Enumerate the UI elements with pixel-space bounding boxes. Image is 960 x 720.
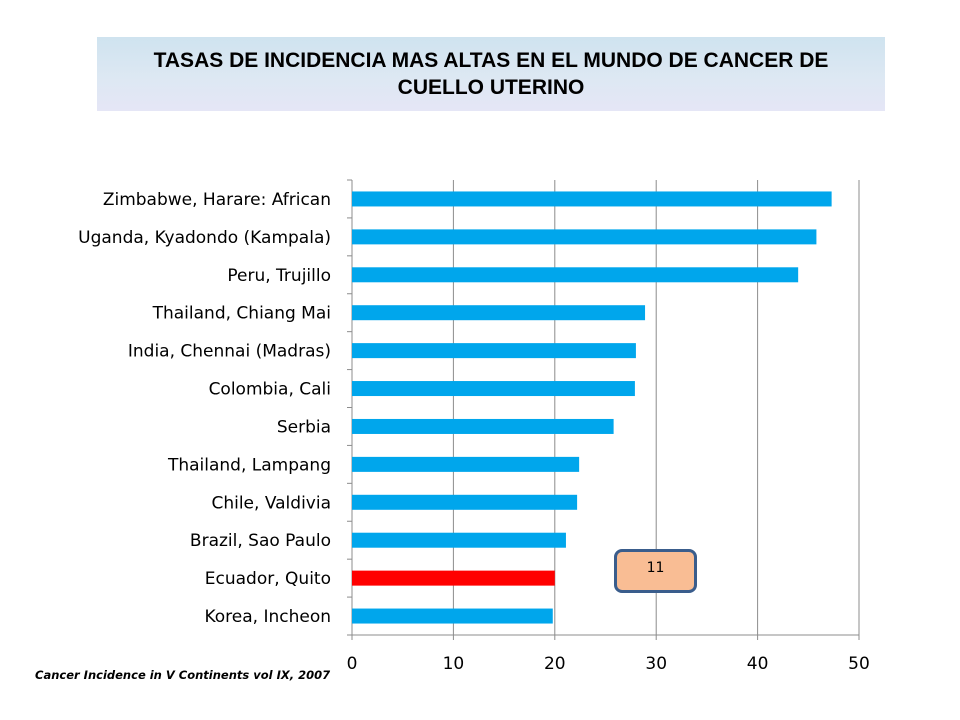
bar-10 bbox=[352, 570, 555, 586]
category-label: Thailand, Chiang Mai bbox=[152, 304, 331, 324]
category-label: Colombia, Cali bbox=[209, 380, 331, 400]
bar-7 bbox=[352, 456, 580, 472]
category-label: Zimbabwe, Harare: African bbox=[103, 190, 331, 210]
category-label: Serbia bbox=[277, 417, 331, 437]
bar-3 bbox=[352, 305, 646, 321]
category-label: Peru, Trujillo bbox=[227, 266, 331, 286]
rank-callout: 11 bbox=[614, 549, 697, 593]
bar-0 bbox=[352, 191, 832, 207]
category-label: Ecuador, Quito bbox=[205, 569, 331, 589]
category-label: Chile, Valdivia bbox=[211, 493, 331, 513]
category-label: India, Chennai (Madras) bbox=[128, 342, 331, 362]
category-label: Brazil, Sao Paulo bbox=[190, 531, 331, 551]
category-label: Korea, Incheon bbox=[204, 607, 331, 627]
x-tick-label: 50 bbox=[848, 654, 870, 674]
bar-2 bbox=[352, 267, 799, 283]
x-tick-label: 20 bbox=[544, 654, 566, 674]
bar-11 bbox=[352, 608, 553, 624]
x-tick-label: 40 bbox=[747, 654, 769, 674]
x-tick-label: 10 bbox=[443, 654, 465, 674]
bar-5 bbox=[352, 381, 635, 397]
x-tick-label: 0 bbox=[347, 654, 358, 674]
x-tick-label: 30 bbox=[645, 654, 667, 674]
bar-8 bbox=[352, 494, 578, 510]
source-citation: Cancer Incidence in V Continents vol IX,… bbox=[35, 668, 331, 682]
bar-6 bbox=[352, 418, 614, 434]
bar-4 bbox=[352, 343, 636, 359]
bar-9 bbox=[352, 532, 566, 548]
bar-1 bbox=[352, 229, 817, 245]
title-banner: TASAS DE INCIDENCIA MAS ALTAS EN EL MUND… bbox=[97, 37, 885, 111]
category-label: Uganda, Kyadondo (Kampala) bbox=[78, 228, 331, 248]
chart-title: TASAS DE INCIDENCIA MAS ALTAS EN EL MUND… bbox=[153, 49, 829, 99]
category-label: Thailand, Lampang bbox=[167, 455, 331, 475]
